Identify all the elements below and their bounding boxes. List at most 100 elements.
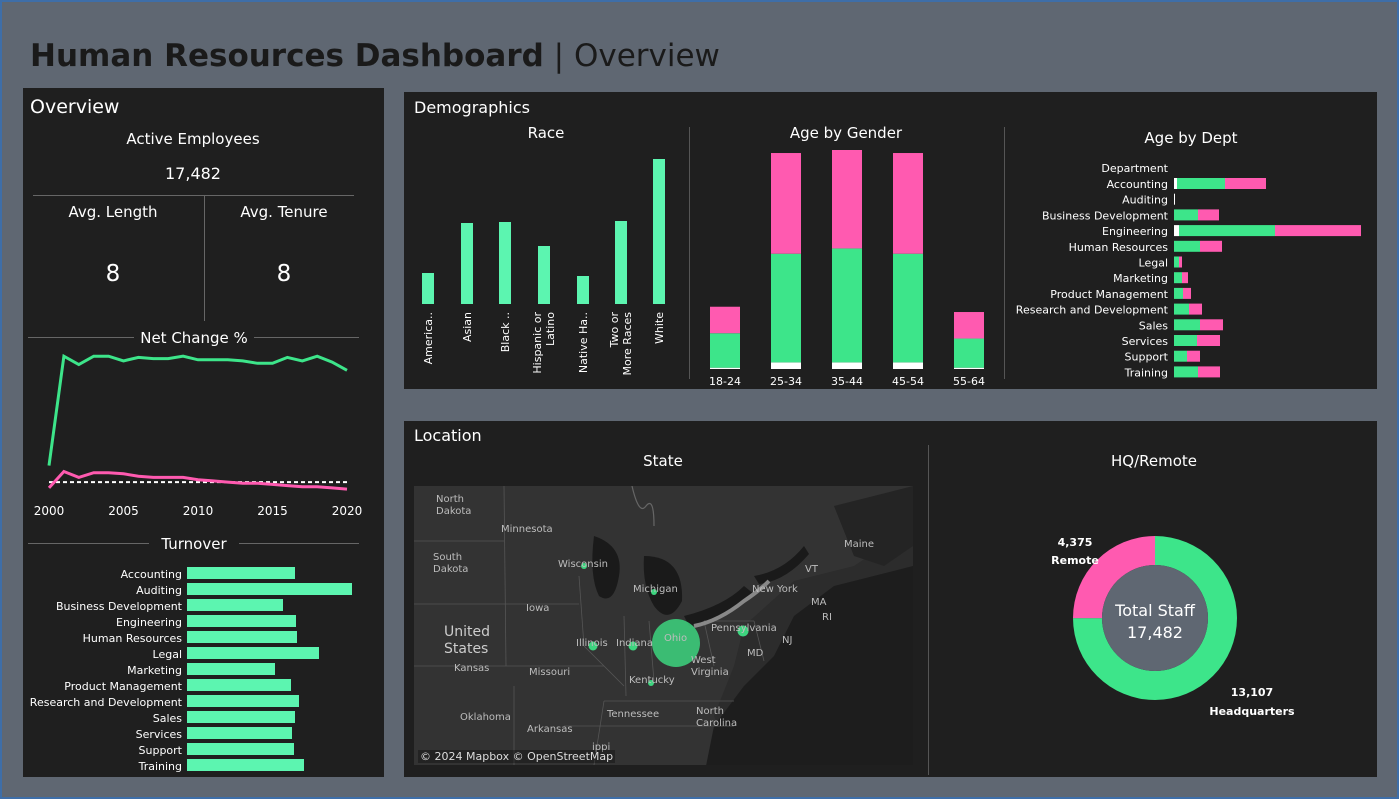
turnover-bar[interactable] xyxy=(187,663,275,675)
age-dept-pink-bar[interactable] xyxy=(1187,350,1200,362)
net-change-label: Net Change % xyxy=(134,329,254,347)
turnover-bar[interactable] xyxy=(187,599,283,611)
age-dept-pink-bar[interactable] xyxy=(1200,319,1223,331)
age-gender-white-bar[interactable] xyxy=(771,362,801,369)
age-dept-green-bar[interactable] xyxy=(1179,225,1275,237)
turnover-dept-label: Sales xyxy=(153,712,183,725)
age-dept-green-bar[interactable] xyxy=(1174,366,1198,378)
age-dept-pink-bar[interactable] xyxy=(1275,225,1361,237)
race-bar[interactable] xyxy=(615,221,627,304)
hq-remote-donut: Total Staff 17,482 4,375 Remote 13,107 Headqu… xyxy=(1051,536,1295,718)
age-gender-pink-bar[interactable] xyxy=(893,153,923,254)
age-dept-pink-bar[interactable] xyxy=(1198,366,1220,378)
age-dept-header: Department xyxy=(1101,162,1168,175)
age-gender-white-bar[interactable] xyxy=(893,362,923,369)
map-label-minnesota: Minnesota xyxy=(501,524,553,535)
map-label-new-york: New York xyxy=(752,584,798,595)
turnover-bar[interactable] xyxy=(187,615,296,627)
race-bar[interactable] xyxy=(461,223,473,304)
turnover-bar[interactable] xyxy=(187,759,304,771)
age-dept-label: Business Development xyxy=(1042,209,1169,222)
map-label-united-states: United States xyxy=(444,624,490,657)
turnover-bar[interactable] xyxy=(187,711,295,723)
turnover-bar[interactable] xyxy=(187,743,294,755)
age-dept-title: Age by Dept xyxy=(1144,129,1238,147)
race-bar[interactable] xyxy=(538,246,550,304)
age-dept-white-bar[interactable] xyxy=(1174,193,1175,205)
turnover-bar[interactable] xyxy=(187,567,295,579)
race-category-label: Two orMore Races xyxy=(608,312,634,376)
race-bar[interactable] xyxy=(653,159,665,304)
turnover-bar[interactable] xyxy=(187,695,299,707)
age-dept-pink-bar[interactable] xyxy=(1225,178,1266,189)
age-dept-pink-bar[interactable] xyxy=(1179,256,1182,268)
x-tick-label: 2015 xyxy=(257,504,288,518)
map-copyright[interactable]: © 2024 Mapbox © OpenStreetMap xyxy=(418,750,616,763)
age-gender-title: Age by Gender xyxy=(789,124,903,142)
turnover-bar[interactable] xyxy=(187,679,291,691)
age-dept-pink-bar[interactable] xyxy=(1182,272,1188,284)
age-dept-pink-bar[interactable] xyxy=(1183,287,1191,299)
age-dept-green-bar[interactable] xyxy=(1174,303,1189,315)
state-map[interactable]: North Dakota Minnesota South Dakota Wiscons… xyxy=(414,486,913,765)
donut-remote-slice[interactable] xyxy=(1073,536,1155,619)
age-gender-white-bar[interactable] xyxy=(710,367,740,369)
age-gender-green-bar[interactable] xyxy=(771,253,801,363)
age-dept-pink-bar[interactable] xyxy=(1200,240,1222,252)
race-category-label: America.. xyxy=(422,312,435,364)
age-gender-pink-bar[interactable] xyxy=(771,153,801,254)
divider xyxy=(928,445,929,775)
age-dept-green-bar[interactable] xyxy=(1174,287,1183,299)
age-dept-green-bar[interactable] xyxy=(1174,335,1197,346)
age-dept-white-bar[interactable] xyxy=(1174,178,1177,189)
x-tick-label: 2010 xyxy=(183,504,214,518)
age-dept-green-bar[interactable] xyxy=(1174,272,1182,284)
age-gender-category-label: 45-54 xyxy=(892,375,924,388)
race-category-label: White xyxy=(653,312,666,344)
race-bar[interactable] xyxy=(422,273,434,304)
age-dept-label: Legal xyxy=(1139,257,1168,270)
age-gender-pink-bar[interactable] xyxy=(954,312,984,339)
age-dept-green-bar[interactable] xyxy=(1174,350,1187,362)
age-gender-green-bar[interactable] xyxy=(710,333,740,368)
location-title: Location xyxy=(414,426,482,445)
age-gender-pink-bar[interactable] xyxy=(832,150,862,249)
turnover-dept-label: Marketing xyxy=(127,664,182,677)
age-dept-pink-bar[interactable] xyxy=(1189,303,1202,315)
remote-value: 4,375 xyxy=(1058,536,1093,549)
donut-center-label: Total Staff xyxy=(1114,601,1196,620)
age-dept-green-bar[interactable] xyxy=(1174,319,1200,331)
age-gender-green-bar[interactable] xyxy=(893,253,923,363)
turnover-dept-label: Human Resources xyxy=(83,632,183,645)
x-tick-label: 2005 xyxy=(108,504,139,518)
turnover-bar[interactable] xyxy=(187,647,319,659)
map-label-oklahoma: Oklahoma xyxy=(460,712,511,723)
hq-label: Headquarters xyxy=(1209,705,1295,718)
age-dept-pink-bar[interactable] xyxy=(1198,209,1219,221)
age-gender-green-bar[interactable] xyxy=(832,248,862,363)
age-gender-green-bar[interactable] xyxy=(954,338,984,368)
turnover-dept-label: Legal xyxy=(153,648,182,661)
race-bar[interactable] xyxy=(499,222,511,304)
map-label-vt: VT xyxy=(805,564,818,575)
age-dept-green-bar[interactable] xyxy=(1174,240,1200,252)
turnover-bar[interactable] xyxy=(187,583,352,595)
age-gender-pink-bar[interactable] xyxy=(710,306,740,334)
map-label-west-virginia: West Virginia xyxy=(691,655,729,678)
age-dept-white-bar[interactable] xyxy=(1174,225,1179,237)
age-gender-white-bar[interactable] xyxy=(954,367,984,369)
map-label-kansas: Kansas xyxy=(454,663,490,674)
turnover-bar[interactable] xyxy=(187,727,292,739)
age-dept-pink-bar[interactable] xyxy=(1197,335,1220,346)
age-dept-green-bar[interactable] xyxy=(1174,209,1198,221)
turnover-bar[interactable] xyxy=(187,631,297,643)
map-label-tennessee: Tennessee xyxy=(607,709,660,720)
age-dept-green-bar[interactable] xyxy=(1174,256,1179,268)
age-dept-label: Services xyxy=(1122,335,1169,348)
race-bar[interactable] xyxy=(577,276,589,304)
x-tick-label: 2020 xyxy=(332,504,363,518)
age-gender-white-bar[interactable] xyxy=(832,362,862,369)
age-dept-green-bar[interactable] xyxy=(1177,178,1225,189)
map-label-iowa: Iowa xyxy=(526,603,550,614)
donut-hq-slice[interactable] xyxy=(1073,536,1237,700)
